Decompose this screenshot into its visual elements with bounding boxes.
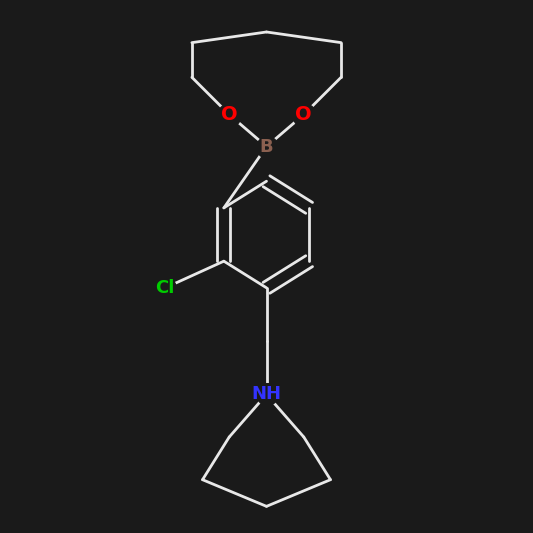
Text: O: O <box>295 105 312 124</box>
Text: NH: NH <box>252 385 281 403</box>
Text: B: B <box>260 138 273 156</box>
Text: O: O <box>221 105 238 124</box>
Text: Cl: Cl <box>156 279 175 297</box>
